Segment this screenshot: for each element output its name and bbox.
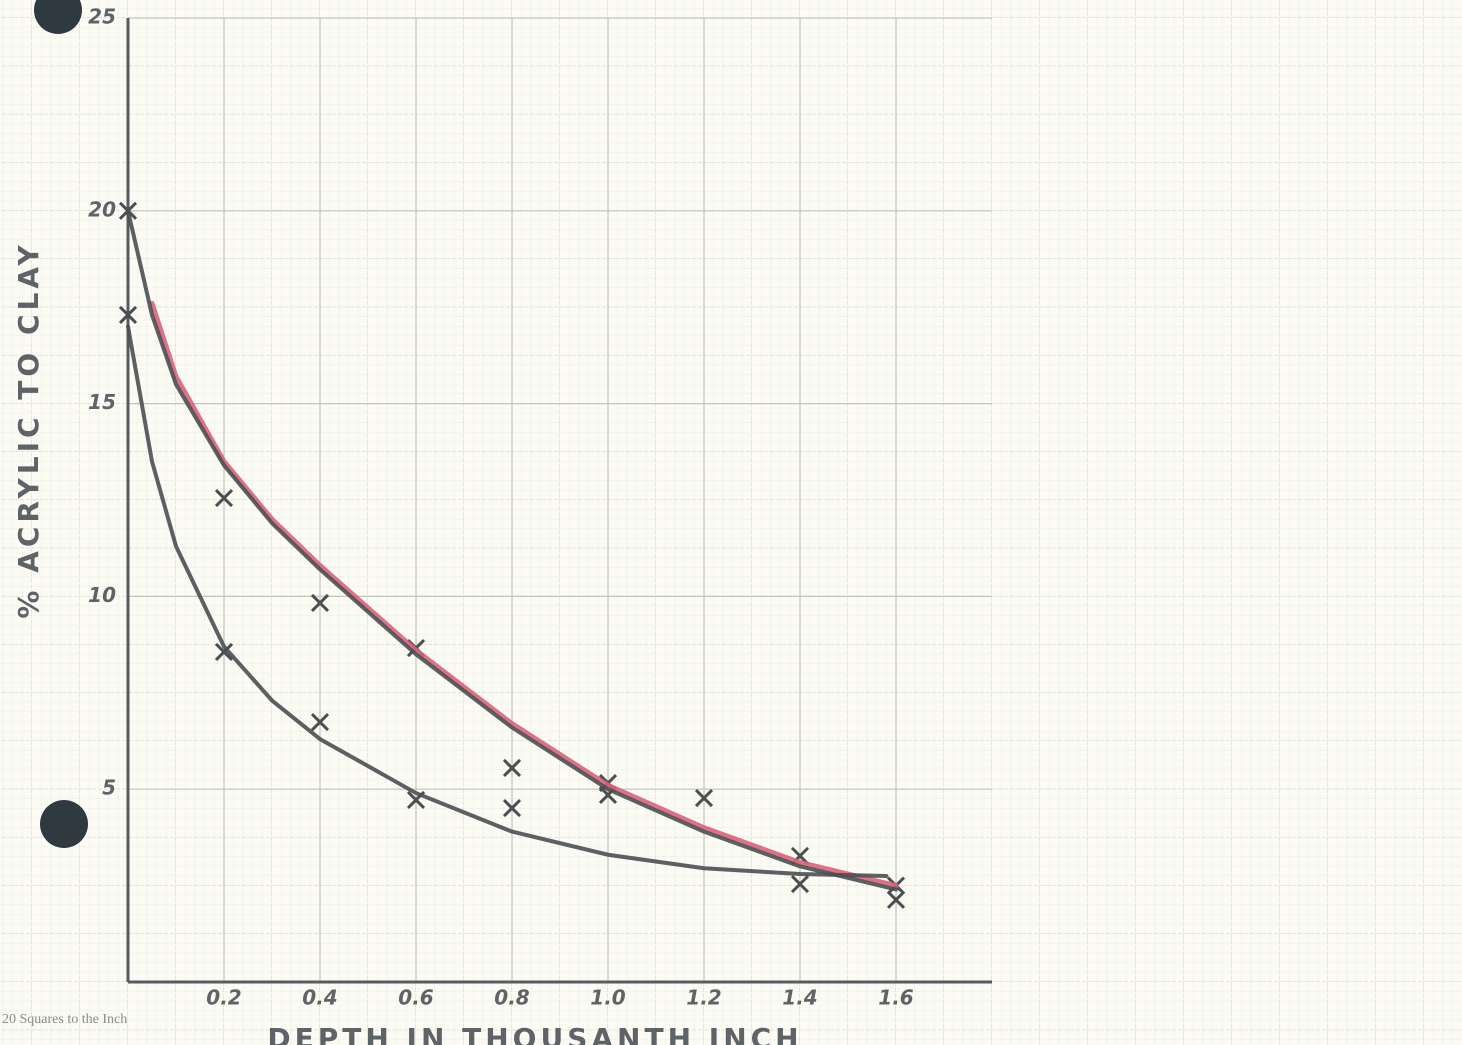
footnote: 20 Squares to the Inch	[2, 1012, 127, 1027]
plot: 0.2 0.4 0.6 1.0 1.2 1.4 1.6 0.8 5 10 15 20 25	[88, 5, 992, 1010]
curve	[149, 300, 899, 889]
x-tick-label: 1.4	[782, 986, 817, 1010]
point-marker	[694, 789, 714, 808]
y-tick-label: 15	[88, 390, 116, 414]
curve	[126, 324, 889, 878]
point-marker	[886, 890, 906, 909]
y-axis-label: % ACRYLIC TO CLAY	[12, 241, 45, 618]
curve	[126, 208, 898, 892]
point-marker	[118, 305, 138, 324]
point-marker	[790, 874, 810, 894]
point-marker	[214, 489, 234, 508]
x-tick-label: 0.4	[302, 986, 337, 1010]
x-tick-label: 1.6	[878, 986, 914, 1010]
point-marker	[214, 642, 234, 661]
x-tick-label: 0.8	[494, 986, 530, 1010]
point-marker	[310, 593, 330, 613]
y-tick-label: 25	[88, 5, 116, 29]
x-tick-label: 1.2	[686, 986, 721, 1010]
x-tick-label: 1.0	[590, 986, 626, 1010]
y-tick-label: 5	[102, 776, 116, 800]
y-tick-label: 20	[88, 197, 116, 221]
x-tick-label: 0.6	[398, 986, 434, 1010]
punch-hole	[34, 0, 82, 34]
punch-hole	[40, 800, 88, 848]
y-tick-label: 10	[88, 583, 116, 607]
point-marker	[310, 713, 330, 732]
x-tick-label: 0.2	[206, 986, 241, 1010]
point-marker	[502, 799, 522, 818]
x-axis-label: DEPTH IN THOUSANTH INCH	[267, 1022, 802, 1045]
point-marker	[502, 758, 522, 778]
